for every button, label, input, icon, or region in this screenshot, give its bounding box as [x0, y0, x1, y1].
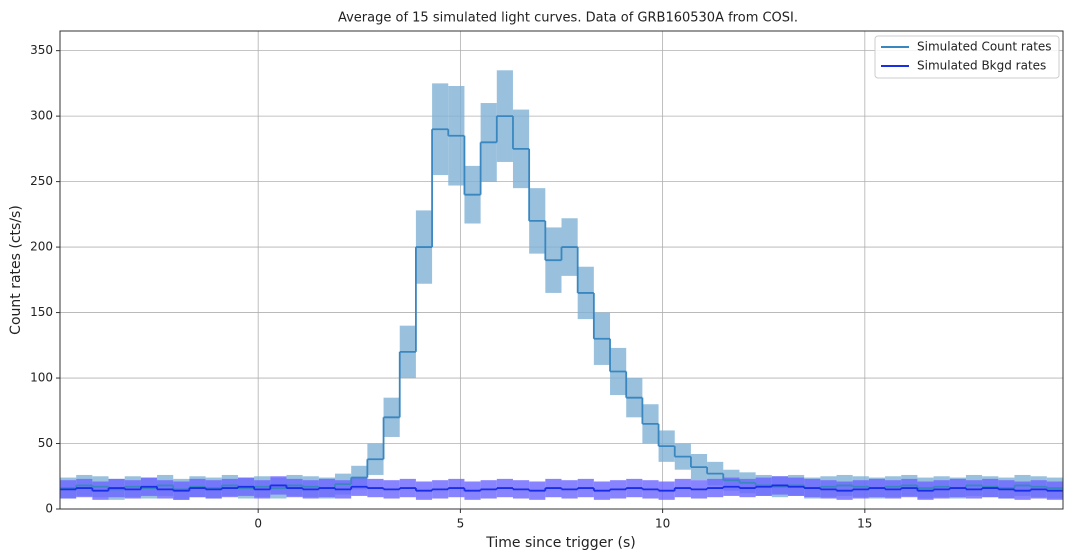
plot-frame: [59, 30, 1064, 510]
chart-title: Average of 15 simulated light curves. Da…: [338, 11, 798, 26]
legend-box: [874, 35, 1060, 79]
x-tick-label: 0: [254, 517, 262, 531]
y-tick-label: 100: [30, 371, 53, 385]
y-tick-label: 0: [45, 502, 53, 516]
y-tick-label: 350: [30, 43, 53, 57]
y-tick-label: 200: [30, 240, 53, 254]
y-tick-label: 150: [30, 305, 53, 319]
y-tick-label: 50: [38, 436, 53, 450]
y-axis-label: Count rates (cts/s): [8, 205, 24, 335]
x-axis-label: Time since trigger (s): [485, 535, 635, 551]
legend-label: Simulated Bkgd rates: [917, 59, 1046, 73]
x-tick-label: 15: [857, 517, 872, 531]
y-tick-label: 250: [30, 174, 53, 188]
x-tick-label: 10: [655, 517, 670, 531]
y-tick-label: 300: [30, 109, 53, 123]
legend-label: Simulated Count rates: [917, 40, 1052, 54]
x-tick-label: 5: [457, 517, 465, 531]
